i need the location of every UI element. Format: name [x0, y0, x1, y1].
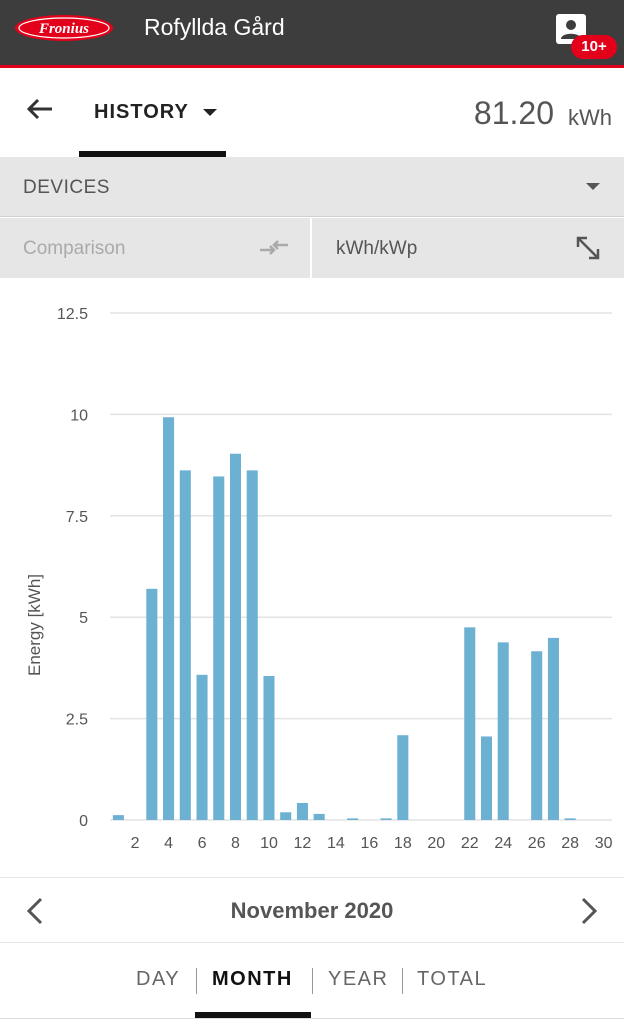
chevron-down-icon	[203, 109, 217, 116]
tab-day[interactable]: DAY	[136, 968, 181, 990]
bar-day-23[interactable]	[480, 736, 493, 820]
x-tick-label: 6	[198, 835, 207, 852]
x-tick-label: 10	[260, 835, 278, 852]
divider	[0, 1018, 624, 1019]
bar-day-24[interactable]	[497, 642, 509, 820]
devices-label: DEVICES	[23, 177, 110, 198]
kwh-kwp-toggle[interactable]: kWh/kWp	[314, 218, 624, 278]
total-energy-value: 81.20	[473, 95, 554, 131]
bar-day-13[interactable]	[313, 813, 325, 820]
y-tick-label: 5	[79, 610, 88, 627]
bar-day-7[interactable]	[213, 476, 225, 820]
x-tick-label: 20	[427, 835, 445, 852]
x-tick-label: 8	[231, 835, 240, 852]
history-header: HISTORY 81.20 kWh	[0, 71, 624, 157]
brand-name: Fronius	[38, 21, 89, 37]
tab-total[interactable]: TOTAL	[417, 968, 488, 990]
x-tick-label: 26	[528, 835, 546, 852]
bar-day-22[interactable]	[464, 627, 476, 820]
x-tick-label: 24	[494, 835, 512, 852]
history-tab-label: HISTORY	[94, 101, 189, 123]
swap-arrows-icon	[260, 240, 288, 255]
x-tick-label: 14	[327, 835, 345, 852]
bar-day-1[interactable]	[112, 815, 124, 820]
fronius-logo: Fronius	[15, 15, 113, 41]
y-tick-label: 12.5	[57, 306, 88, 323]
comparison-toggle[interactable]: Comparison	[0, 218, 312, 278]
x-tick-label: 18	[394, 835, 412, 852]
x-tick-label: 12	[294, 835, 312, 852]
bar-day-12[interactable]	[296, 802, 308, 820]
y-axis-label: Energy [kWh]	[25, 574, 44, 676]
x-tick-label: 4	[164, 835, 173, 852]
bar-day-9[interactable]	[246, 470, 258, 820]
x-tick-label: 16	[360, 835, 378, 852]
bar-day-15[interactable]	[347, 818, 359, 820]
tab-divider	[196, 968, 197, 994]
x-tick-label: 22	[461, 835, 479, 852]
y-tick-label: 10	[70, 407, 88, 424]
bar-day-11[interactable]	[280, 812, 292, 820]
history-tab[interactable]: HISTORY	[79, 71, 226, 157]
x-tick-label: 28	[561, 835, 579, 852]
bar-day-8[interactable]	[229, 453, 242, 820]
chart-gridlines	[110, 312, 612, 821]
comparison-label: Comparison	[23, 238, 126, 259]
x-tick-label: 2	[131, 835, 140, 852]
y-tick-label: 2.5	[66, 712, 88, 729]
back-arrow-icon[interactable]	[24, 93, 56, 125]
bar-day-18[interactable]	[397, 735, 409, 820]
chevron-right-icon[interactable]	[574, 895, 604, 927]
expand-diagonal-icon	[576, 236, 600, 260]
chart-bars	[112, 417, 576, 820]
bar-day-27[interactable]	[547, 637, 559, 820]
tab-divider	[402, 968, 403, 994]
chart-options-row: Comparison kWh/kWp	[0, 218, 624, 278]
tab-month[interactable]: MONTH	[212, 968, 293, 990]
tab-year[interactable]: YEAR	[328, 968, 389, 990]
notification-badge[interactable]: 10+	[571, 35, 617, 59]
bar-day-4[interactable]	[163, 417, 175, 820]
y-axis-tick-labels: 0 2.5 5 7.5 10 12.5	[57, 306, 88, 830]
site-name: Rofyllda Gård	[144, 14, 285, 40]
devices-dropdown[interactable]: DEVICES	[0, 157, 624, 217]
x-axis-tick-labels: 2 4 6 8 10 12 14 16 18 20 22 24 26 28 30	[131, 835, 613, 852]
kwh-kwp-label: kWh/kWp	[336, 238, 418, 259]
y-tick-label: 7.5	[66, 509, 88, 526]
bar-day-17[interactable]	[380, 818, 392, 820]
month-navigation: November 2020	[0, 877, 624, 943]
app-header: Fronius Rofyllda Gård 10+	[0, 0, 624, 68]
bar-day-26[interactable]	[531, 651, 543, 820]
bar-day-5[interactable]	[179, 470, 191, 820]
active-tab-indicator	[195, 1012, 311, 1018]
y-tick-label: 0	[79, 813, 88, 830]
active-tab-indicator	[79, 151, 226, 157]
period-tabs: DAY MONTH YEAR TOTAL	[0, 944, 624, 1024]
bar-day-6[interactable]	[196, 674, 208, 820]
tab-divider	[312, 968, 313, 994]
total-energy-unit: kWh	[568, 105, 612, 130]
bar-day-10[interactable]	[263, 676, 275, 820]
bar-day-3[interactable]	[146, 588, 158, 820]
chevron-down-icon	[586, 183, 600, 190]
chevron-left-icon[interactable]	[20, 895, 50, 927]
bar-day-28[interactable]	[564, 818, 576, 820]
x-tick-label: 30	[595, 835, 613, 852]
current-period-label: November 2020	[230, 898, 394, 923]
